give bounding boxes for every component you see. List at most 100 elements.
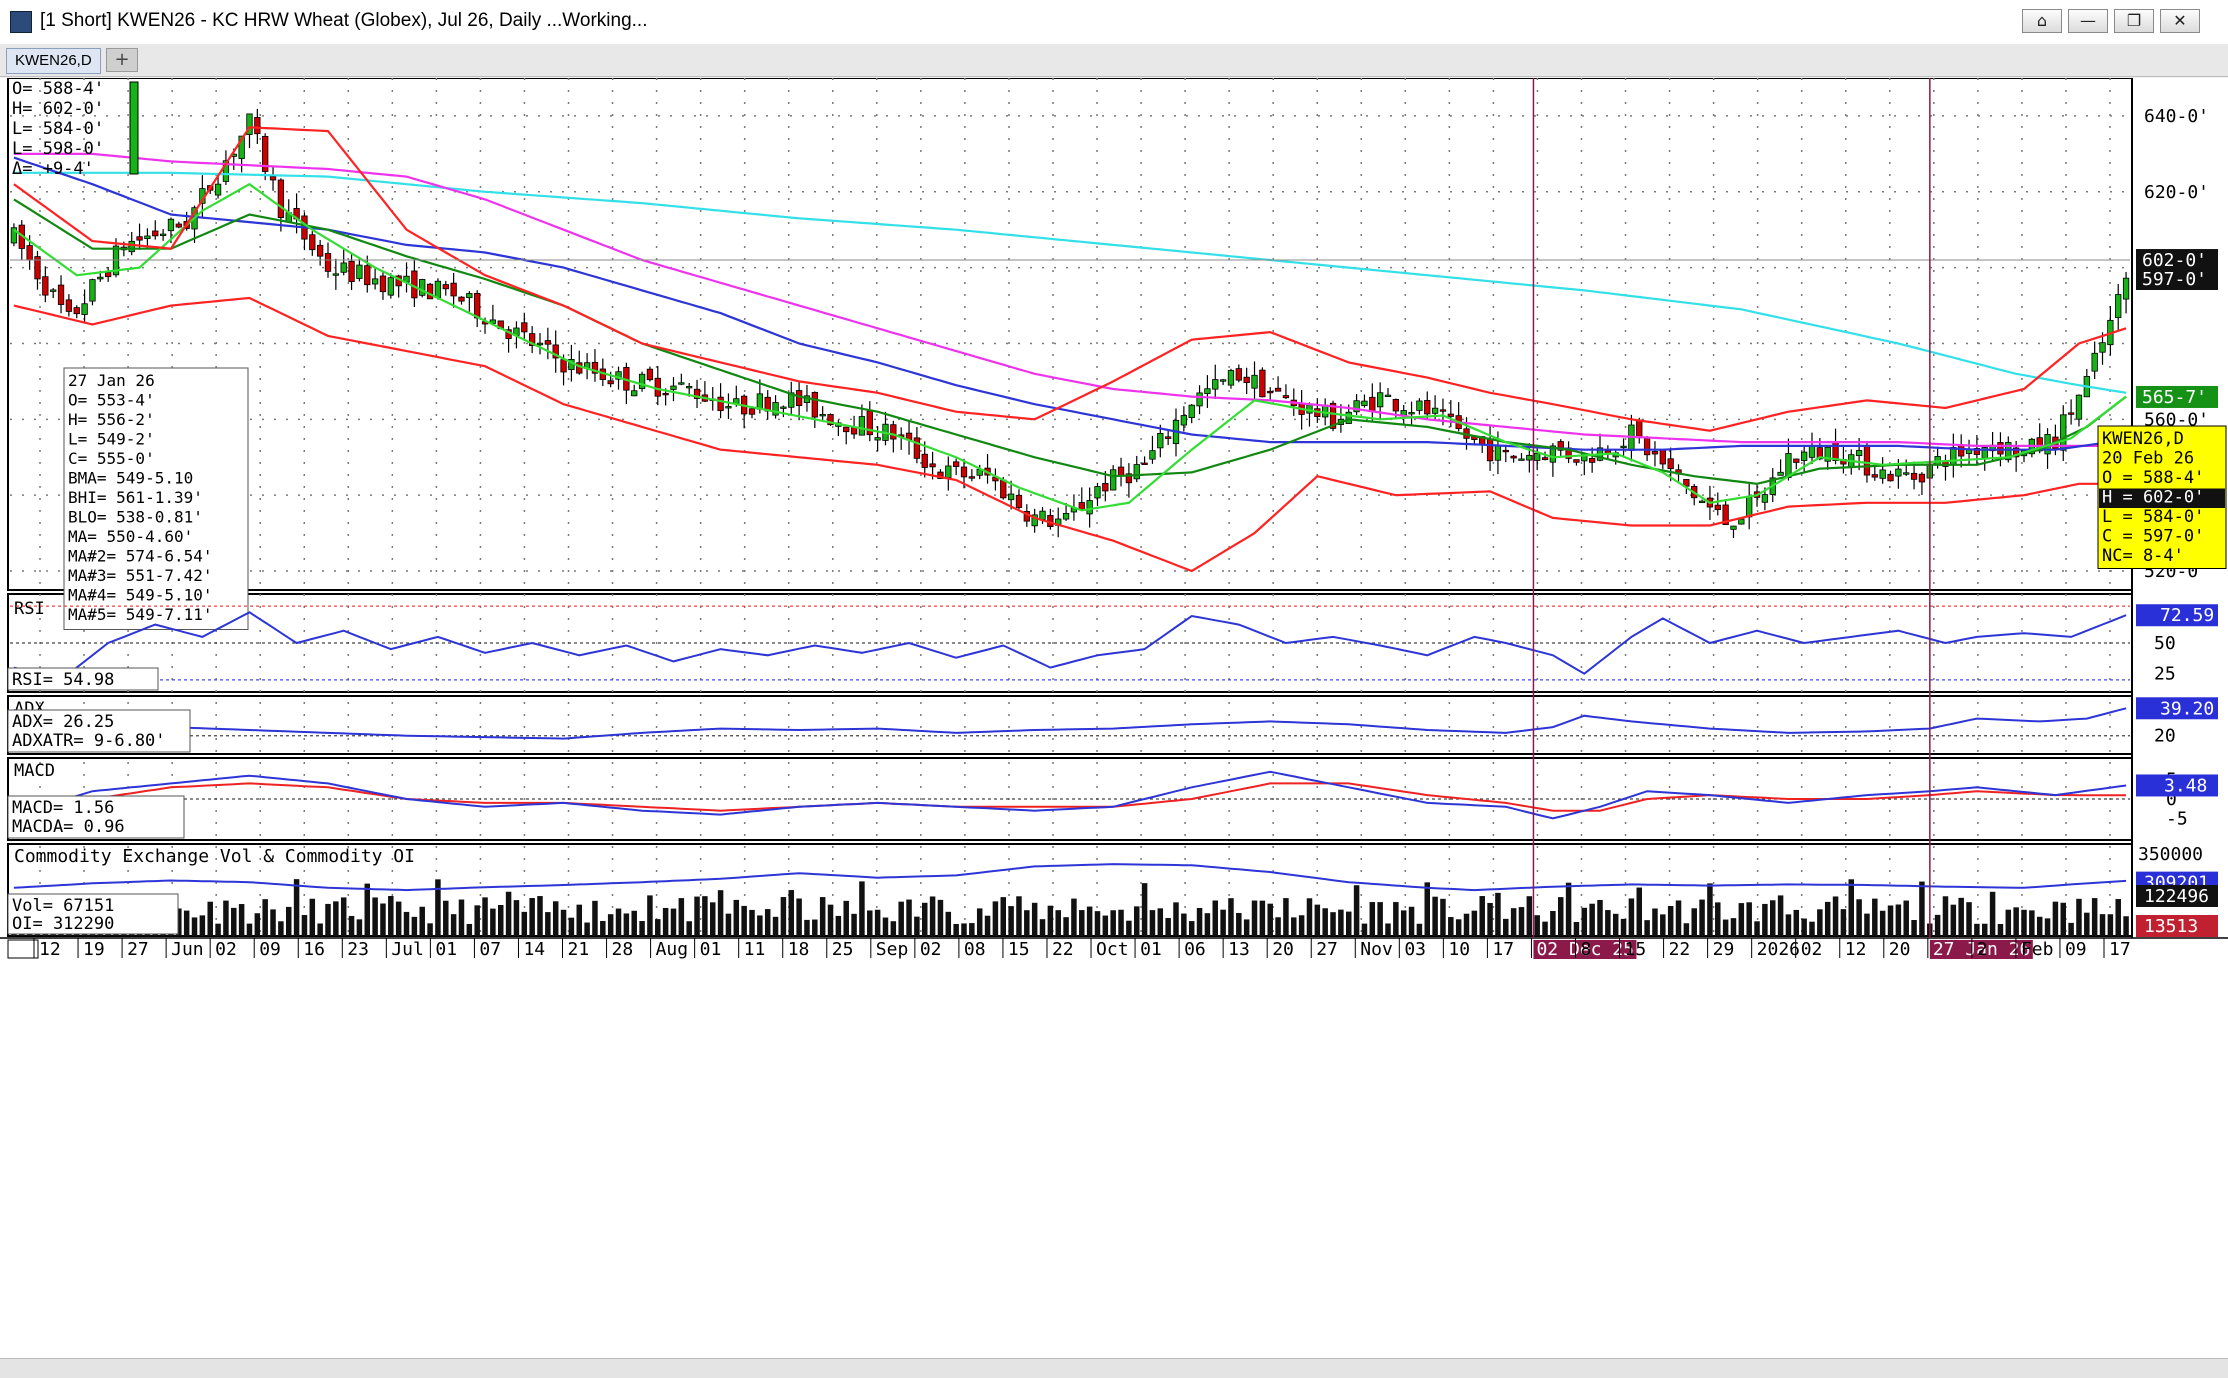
candle[interactable]	[953, 461, 960, 467]
candle[interactable]	[309, 234, 316, 251]
candle[interactable]	[780, 406, 787, 409]
candle[interactable]	[1526, 454, 1533, 461]
candle[interactable]	[646, 368, 654, 381]
candle[interactable]	[128, 240, 135, 253]
candle[interactable]	[1918, 473, 1926, 483]
candle[interactable]	[607, 380, 614, 385]
candle[interactable]	[442, 284, 449, 290]
candle[interactable]	[2115, 294, 2122, 319]
candle[interactable]	[1447, 413, 1454, 417]
candle[interactable]	[73, 307, 80, 315]
candle[interactable]	[1125, 473, 1133, 484]
candle[interactable]	[662, 392, 669, 396]
candle[interactable]	[411, 270, 418, 299]
candle[interactable]	[1345, 411, 1352, 424]
candle[interactable]	[57, 284, 65, 305]
candle[interactable]	[1416, 400, 1423, 411]
candle[interactable]	[1243, 376, 1250, 384]
candle[interactable]	[50, 289, 57, 292]
candle[interactable]	[1816, 447, 1824, 460]
candle[interactable]	[1015, 494, 1023, 508]
candle[interactable]	[1259, 369, 1266, 398]
candle[interactable]	[1510, 455, 1517, 459]
candle[interactable]	[269, 176, 277, 181]
candle[interactable]	[364, 265, 371, 286]
candle[interactable]	[913, 437, 921, 459]
candle[interactable]	[1518, 458, 1525, 461]
candle[interactable]	[1722, 504, 1729, 525]
candle[interactable]	[324, 253, 332, 272]
candle[interactable]	[214, 183, 222, 196]
candle[interactable]	[1746, 496, 1753, 518]
candle[interactable]	[222, 160, 230, 182]
candle[interactable]	[544, 340, 551, 345]
candle[interactable]	[1895, 468, 1902, 477]
candle[interactable]	[81, 303, 88, 315]
candle[interactable]	[827, 414, 834, 426]
candle[interactable]	[1793, 458, 1800, 463]
candle[interactable]	[1282, 395, 1290, 399]
candle[interactable]	[356, 264, 363, 279]
candle[interactable]	[144, 235, 151, 240]
candle[interactable]	[65, 299, 73, 312]
candle[interactable]	[371, 278, 379, 285]
candle[interactable]	[26, 245, 33, 261]
candle[interactable]	[97, 276, 104, 280]
candle[interactable]	[1643, 437, 1651, 456]
candle[interactable]	[1094, 486, 1101, 499]
candle[interactable]	[748, 408, 756, 415]
candle[interactable]	[1188, 404, 1195, 419]
candle[interactable]	[756, 393, 763, 410]
candle[interactable]	[474, 292, 481, 319]
candle[interactable]	[167, 218, 175, 232]
candle[interactable]	[1392, 399, 1400, 412]
candle[interactable]	[945, 465, 952, 479]
candle[interactable]	[1353, 400, 1360, 413]
candle[interactable]	[1235, 368, 1242, 381]
candle[interactable]	[1973, 448, 1981, 455]
tab-kwen26[interactable]: KWEN26,D	[6, 48, 101, 74]
candle[interactable]	[1361, 400, 1368, 407]
candle[interactable]	[1801, 451, 1808, 461]
candle[interactable]	[1251, 374, 1258, 389]
candle[interactable]	[105, 272, 112, 278]
candle[interactable]	[1078, 502, 1085, 510]
candle[interactable]	[450, 282, 457, 297]
candle[interactable]	[819, 413, 826, 417]
candle[interactable]	[387, 277, 394, 296]
candle[interactable]	[2036, 437, 2043, 452]
candle[interactable]	[1534, 453, 1541, 461]
candle[interactable]	[1408, 412, 1415, 415]
tag-icon[interactable]: ⌂	[2022, 9, 2062, 33]
candle[interactable]	[136, 236, 143, 241]
candle[interactable]	[1502, 449, 1509, 453]
candle[interactable]	[1997, 442, 2004, 455]
candle[interactable]	[1958, 444, 1965, 457]
candle[interactable]	[1761, 494, 1769, 503]
candle[interactable]	[1636, 419, 1643, 439]
candle[interactable]	[379, 275, 387, 293]
candle[interactable]	[1573, 459, 1580, 463]
price-panel[interactable]: 640-0'620-0'560-0'540-0'520-0'602-0'597-…	[10, 79, 2227, 630]
candle[interactable]	[678, 382, 685, 385]
candle[interactable]	[1165, 436, 1172, 439]
chart-canvas[interactable]: 640-0'620-0'560-0'540-0'520-0'602-0'597-…	[0, 78, 2228, 1358]
candle[interactable]	[890, 424, 897, 440]
candle[interactable]	[466, 293, 473, 299]
candle[interactable]	[458, 296, 465, 302]
candle[interactable]	[1000, 479, 1007, 499]
candle[interactable]	[1887, 473, 1894, 482]
candle[interactable]	[1212, 379, 1219, 390]
candle[interactable]	[316, 244, 324, 257]
candle[interactable]	[1730, 525, 1737, 530]
candle[interactable]	[638, 373, 646, 389]
candle[interactable]	[332, 273, 339, 276]
candle[interactable]	[1683, 479, 1690, 487]
candle[interactable]	[1039, 510, 1046, 520]
candle[interactable]	[717, 396, 724, 412]
candle[interactable]	[277, 179, 285, 218]
candle[interactable]	[1620, 445, 1627, 449]
candle[interactable]	[1667, 458, 1674, 470]
